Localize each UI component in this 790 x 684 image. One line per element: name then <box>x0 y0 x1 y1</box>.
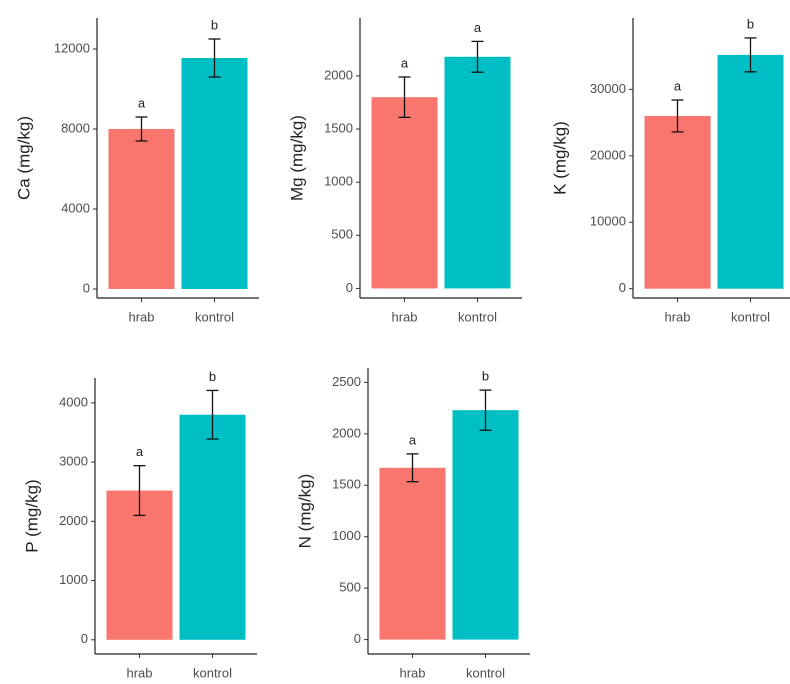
x-tick-label: kontrol <box>195 309 234 324</box>
y-tick-label: 20000 <box>590 147 626 162</box>
bar <box>717 54 784 289</box>
bar <box>452 410 519 640</box>
y-tick-label: 10000 <box>590 214 626 229</box>
bar <box>181 58 248 289</box>
x-tick-label: hrab <box>391 309 417 324</box>
significance-letter: b <box>211 17 218 32</box>
significance-letter: a <box>138 95 146 110</box>
y-tick-label: 30000 <box>590 81 626 96</box>
bar <box>108 129 175 289</box>
y-tick-label: 4000 <box>59 394 88 409</box>
bar <box>644 115 711 289</box>
x-tick-label: hrab <box>128 309 154 324</box>
y-tick-label: 0 <box>354 631 361 646</box>
y-tick-label: 0 <box>619 280 626 295</box>
y-tick-label: 2000 <box>332 425 361 440</box>
x-tick-label: kontrol <box>458 309 497 324</box>
bar <box>444 56 511 289</box>
y-tick-label: 500 <box>331 227 353 242</box>
significance-letter: b <box>209 369 216 384</box>
significance-letter: b <box>747 16 754 31</box>
significance-letter: a <box>401 55 409 70</box>
x-tick-label: kontrol <box>193 665 232 680</box>
y-axis-label: Mg (mg/kg) <box>287 115 306 201</box>
y-tick-label: 1000 <box>59 572 88 587</box>
x-tick-label: hrab <box>126 665 152 680</box>
x-tick-label: kontrol <box>466 665 505 680</box>
significance-letter: a <box>474 20 482 35</box>
y-tick-label: 1500 <box>324 120 353 135</box>
y-tick-label: 2000 <box>324 67 353 82</box>
y-tick-label: 2500 <box>332 374 361 389</box>
y-tick-label: 1000 <box>324 174 353 189</box>
significance-letter: a <box>674 78 682 93</box>
x-tick-label: hrab <box>399 665 425 680</box>
y-tick-label: 0 <box>346 280 353 295</box>
significance-letter: a <box>409 432 417 447</box>
bar <box>179 414 246 640</box>
y-axis-label: Ca (mg/kg) <box>14 116 33 200</box>
y-tick-label: 4000 <box>61 200 90 215</box>
y-axis-label: P (mg/kg) <box>22 479 41 552</box>
y-tick-label: 12000 <box>54 40 90 55</box>
y-tick-label: 8000 <box>61 120 90 135</box>
y-tick-label: 500 <box>339 580 361 595</box>
significance-letter: a <box>136 444 144 459</box>
y-tick-label: 1500 <box>332 477 361 492</box>
y-tick-label: 1000 <box>332 528 361 543</box>
y-axis-label: N (mg/kg) <box>295 474 314 549</box>
bar <box>379 467 446 640</box>
y-axis-label: K (mg/kg) <box>550 121 569 195</box>
y-tick-label: 0 <box>81 631 88 646</box>
y-tick-label: 3000 <box>59 454 88 469</box>
bar <box>371 97 438 289</box>
significance-letter: b <box>482 369 489 384</box>
x-tick-label: kontrol <box>731 309 770 324</box>
y-tick-label: 2000 <box>59 513 88 528</box>
x-tick-label: hrab <box>664 309 690 324</box>
y-tick-label: 0 <box>83 280 90 295</box>
